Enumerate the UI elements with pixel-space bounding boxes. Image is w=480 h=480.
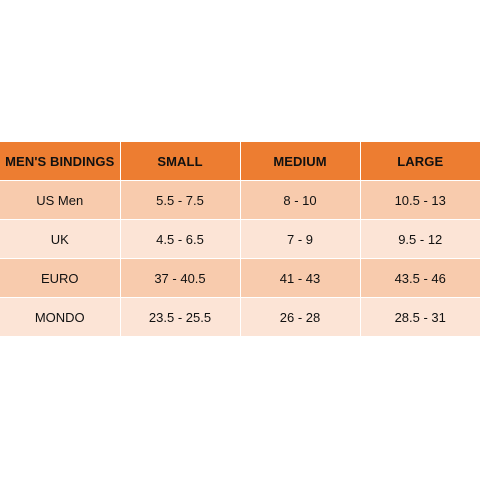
cell-medium: 41 - 43 [240, 258, 361, 298]
table-row-euro: EURO 37 - 40.5 41 - 43 43.5 - 46 [0, 258, 480, 298]
cell-small: 37 - 40.5 [120, 258, 241, 298]
table-row-mondo: MONDO 23.5 - 25.5 26 - 28 28.5 - 31 [0, 297, 480, 337]
header-medium: MEDIUM [240, 142, 361, 181]
cell-label: MONDO [0, 297, 121, 337]
cell-medium: 8 - 10 [240, 180, 361, 220]
cell-large: 28.5 - 31 [360, 297, 480, 337]
cell-large: 10.5 - 13 [360, 180, 480, 220]
header-mens-bindings: MEN'S BINDINGS [0, 142, 121, 181]
cell-small: 23.5 - 25.5 [120, 297, 241, 337]
cell-large: 9.5 - 12 [360, 219, 480, 259]
header-large: LARGE [360, 142, 480, 181]
cell-large: 43.5 - 46 [360, 258, 480, 298]
table-header-row: MEN'S BINDINGS SMALL MEDIUM LARGE [0, 142, 480, 181]
cell-label: UK [0, 219, 121, 259]
table-row-us-men: US Men 5.5 - 7.5 8 - 10 10.5 - 13 [0, 180, 480, 220]
cell-medium: 26 - 28 [240, 297, 361, 337]
cell-medium: 7 - 9 [240, 219, 361, 259]
cell-small: 5.5 - 7.5 [120, 180, 241, 220]
cell-label: US Men [0, 180, 121, 220]
binding-size-table: MEN'S BINDINGS SMALL MEDIUM LARGE US Men… [0, 142, 480, 337]
cell-label: EURO [0, 258, 121, 298]
cell-small: 4.5 - 6.5 [120, 219, 241, 259]
header-small: SMALL [120, 142, 241, 181]
table-row-uk: UK 4.5 - 6.5 7 - 9 9.5 - 12 [0, 219, 480, 259]
